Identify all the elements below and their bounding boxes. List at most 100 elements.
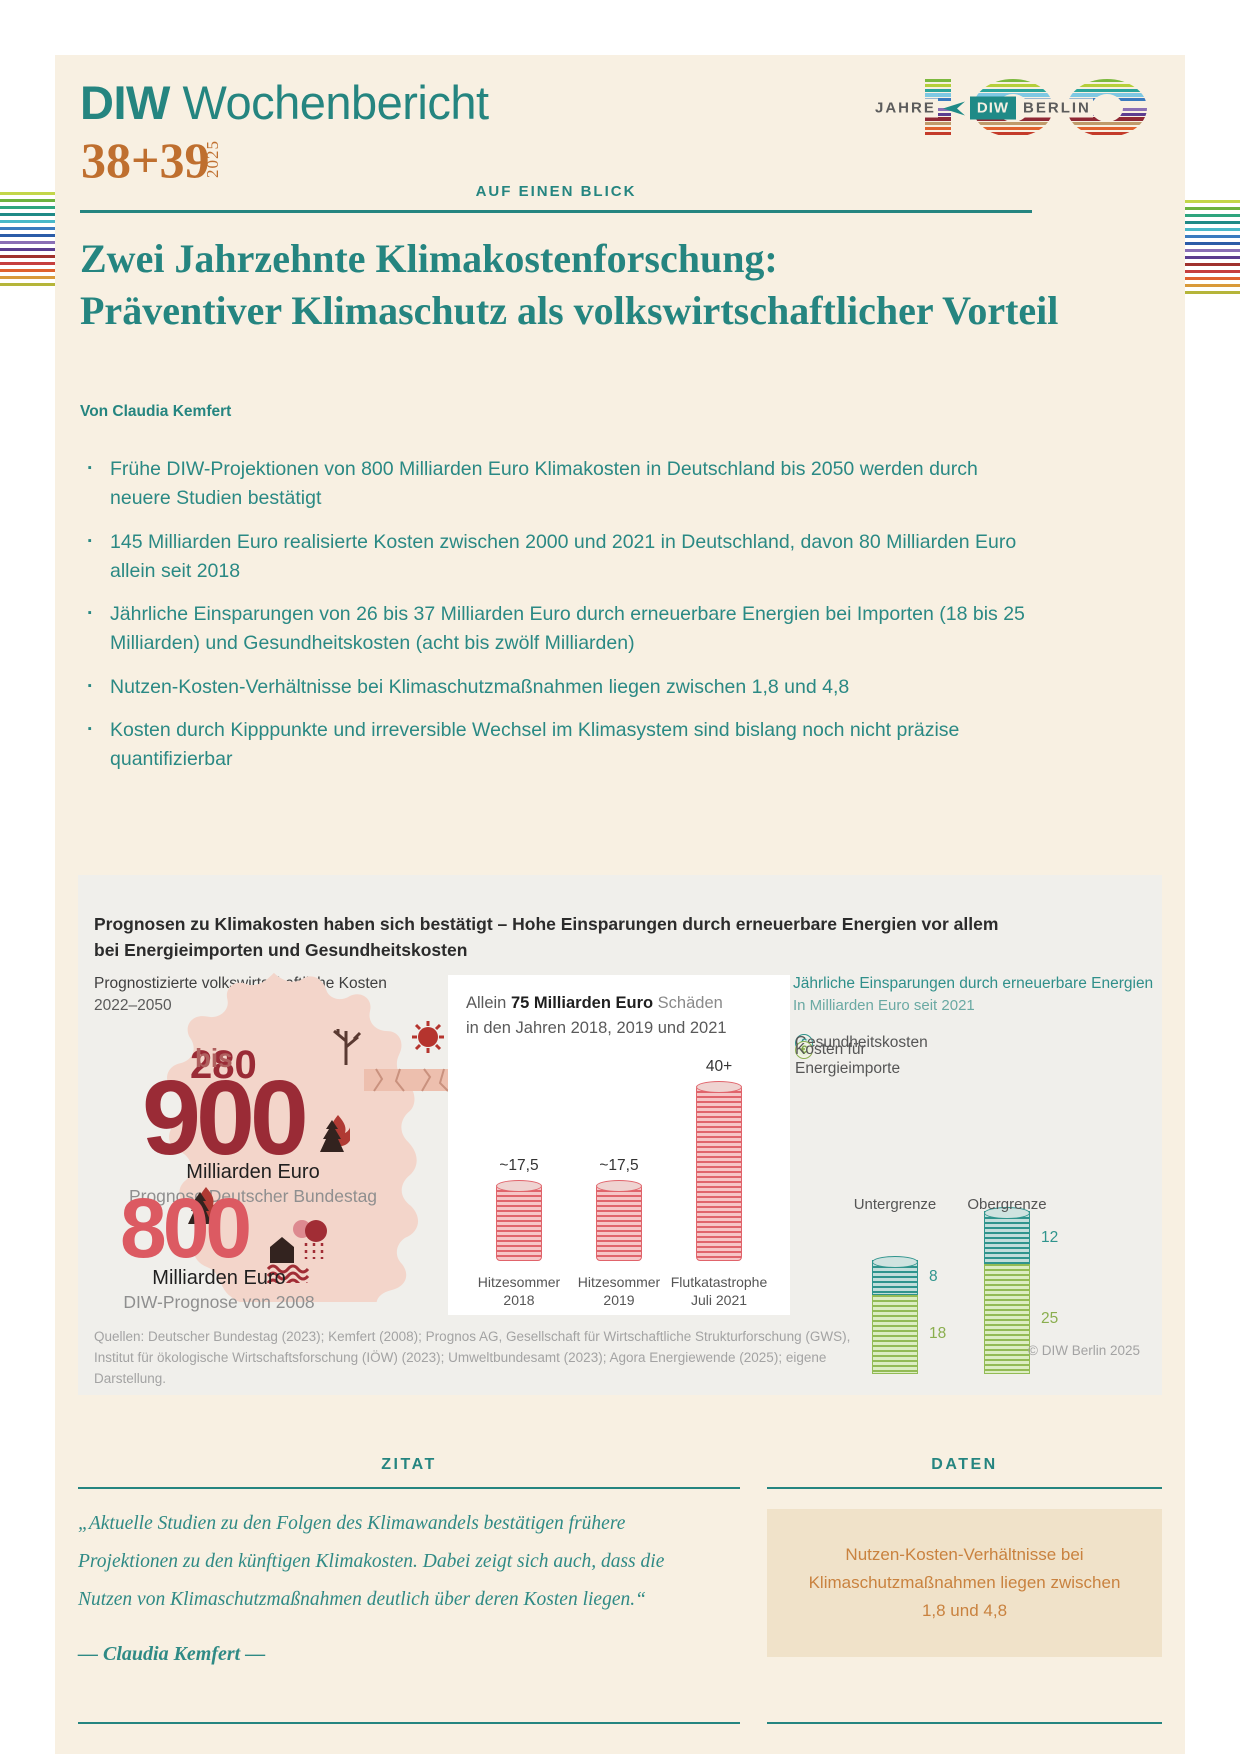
bar-value-label: 40+: [705, 1057, 733, 1075]
damages-panel: Allein 75 Milliarden Euro Schäden in den…: [448, 975, 790, 1315]
color-stripe: [0, 283, 55, 286]
color-stripe: [0, 199, 55, 202]
cover-card: DIW Wochenbericht 38+39 2025 JAHRE DIW B…: [55, 55, 1185, 1754]
figure-copyright: © DIW Berlin 2025: [1028, 1343, 1140, 1358]
bar-category-label: Flutkatastrophe Juli 2021: [670, 1273, 768, 1309]
brand-diw: DIW: [80, 76, 170, 129]
color-stripe: [1185, 207, 1240, 210]
data-section: DATEN Nutzen-Kosten-Verhältnisse bei Kli…: [767, 1450, 1162, 1724]
color-stripe: [1185, 235, 1240, 238]
forecast-value-900: 900: [142, 1059, 309, 1177]
figure-sources: Quellen: Deutscher Bundestag (2023); Kem…: [94, 1329, 851, 1386]
rule: [78, 1487, 740, 1489]
logo-digit-0b: [1067, 79, 1147, 137]
title-line2: Präventiver Klimaschutz als volkswirtsch…: [80, 288, 1059, 333]
coin-stack-bar: [596, 1179, 642, 1261]
brand-wochenbericht: Wochenbericht: [182, 76, 489, 129]
color-stripe: [1185, 256, 1240, 259]
segment-value-label: 12: [1041, 1228, 1059, 1246]
bar-category-label: Untergrenze: [853, 1196, 937, 1213]
bullet-item: Kosten durch Kipppunkte und irreversible…: [80, 715, 1025, 775]
infographic-panel: Prognosen zu Klimakosten haben sich best…: [78, 875, 1162, 1395]
bar-category-label: Obergrenze: [967, 1196, 1047, 1213]
color-stripe: [1185, 277, 1240, 280]
color-stripe: [1185, 214, 1240, 217]
color-stripe: [1185, 221, 1240, 224]
color-stripe: [1185, 242, 1240, 245]
page-title: Zwei Jahrzehnte Klimakostenforschung: Pr…: [80, 233, 1070, 337]
dead-tree-icon: [333, 1029, 362, 1065]
segment-value-label: 8: [929, 1268, 938, 1286]
data-section-heading: DATEN: [931, 1456, 998, 1473]
quote-section-heading: ZITAT: [381, 1456, 437, 1473]
coin-stack-segment: 25: [984, 1264, 1058, 1374]
title-line1: Zwei Jahrzehnte Klimakostenforschung:: [80, 236, 778, 281]
color-stripe: [0, 276, 55, 279]
drought-icons: [333, 1021, 460, 1092]
key-points-list: Frühe DIW-Projektionen von 800 Milliarde…: [80, 454, 1025, 788]
coin-stack-segment: 8: [872, 1255, 938, 1295]
savings-panel: Jährliche Einsparungen durch erneuerbare…: [793, 975, 1154, 1374]
heat-sun-icon: [412, 1021, 444, 1053]
euro-coin-icon: [795, 1041, 813, 1059]
color-stripe: [0, 255, 55, 258]
logo-berlin-label: BERLIN: [1021, 98, 1093, 118]
edge-stripes-right: [1185, 200, 1240, 298]
color-stripe: [0, 213, 55, 216]
color-stripe: [1185, 263, 1240, 266]
bar-value-label: ~17,5: [499, 1156, 539, 1174]
color-stripe: [0, 192, 55, 195]
damages-coin-chart: ~17,5 Hitzesommer 2018 ~17,5 Hitzesommer 20…: [466, 1047, 772, 1311]
logo-digit-1: [925, 79, 951, 137]
damage-bar-group: ~17,5 Hitzesommer 2018: [469, 1047, 569, 1311]
forest-fire-icon: [188, 1187, 218, 1224]
color-stripe: [0, 234, 55, 237]
logo-text-row: JAHRE DIW BERLIN: [873, 96, 1093, 120]
damages-intro: Allein 75 Milliarden Euro Schäden in den…: [466, 994, 727, 1037]
rule: [767, 1722, 1162, 1724]
savings-heading: Jährliche Einsparungen durch erneuerbare…: [793, 975, 1154, 992]
color-stripe: [1185, 284, 1240, 287]
coin-stack-segment: 18: [872, 1294, 946, 1374]
forecast-unit-block: Milliarden Euro Prognose Deutscher Bunde…: [128, 1161, 378, 1206]
bullet-item: Frühe DIW-Projektionen von 800 Milliarde…: [80, 454, 1025, 514]
color-stripe: [0, 241, 55, 244]
author-byline: Von Claudia Kemfert: [80, 403, 232, 420]
edge-stripes-left: [0, 192, 55, 290]
forecast-unit-block-2: Milliarden Euro DIW-Prognose von 2008: [123, 1267, 315, 1312]
bar-category-label: Hitzesommer 2019: [577, 1273, 661, 1309]
color-stripe: [0, 248, 55, 251]
bullet-item: 145 Milliarden Euro realisierte Kosten z…: [80, 527, 1025, 587]
color-stripe: [0, 262, 55, 265]
segment-value-label: 25: [1041, 1309, 1059, 1327]
coin-stack-segment: 12: [984, 1207, 1058, 1264]
logo-diw-label: DIW: [969, 96, 1017, 120]
publication-brand: DIW Wochenbericht: [80, 75, 489, 130]
kicker-rule: [80, 210, 1032, 213]
bullet-item: Nutzen-Kosten-Verhältnisse bei Klimaschu…: [80, 671, 1025, 702]
color-stripe: [1185, 291, 1240, 294]
forecast-period: 2022–2050: [94, 997, 172, 1014]
bar-value-label: ~17,5: [599, 1156, 639, 1174]
color-stripe: [1185, 228, 1240, 231]
quote-attribution: — Claudia Kemfert —: [78, 1643, 266, 1666]
color-stripe: [0, 206, 55, 209]
color-stripe: [0, 269, 55, 272]
coin-stack-bar: [696, 1080, 742, 1261]
damage-bar-group: 40+ Flutkatastrophe Juli 2021: [669, 1047, 769, 1311]
color-stripe: [1185, 200, 1240, 203]
rule: [767, 1487, 1162, 1489]
bar-category-label: Hitzesommer 2018: [477, 1273, 561, 1309]
savings-subheading: In Milliarden Euro seit 2021: [793, 997, 975, 1014]
rule: [78, 1722, 740, 1724]
color-stripe: [1185, 270, 1240, 273]
bullet-item: Jährliche Einsparungen von 26 bis 37 Mil…: [80, 599, 1025, 659]
issue-number: 38+39: [81, 132, 210, 188]
forest-fire-icon: [320, 1115, 350, 1152]
quote-section: ZITAT „Aktuelle Studien zu den Folgen de…: [78, 1450, 740, 1724]
germany-map: [167, 972, 418, 1302]
quote-text: „Aktuelle Studien zu den Folgen des Klim…: [78, 1513, 665, 1611]
color-stripe: [0, 227, 55, 230]
forecast-value-800: 800: [120, 1181, 252, 1275]
